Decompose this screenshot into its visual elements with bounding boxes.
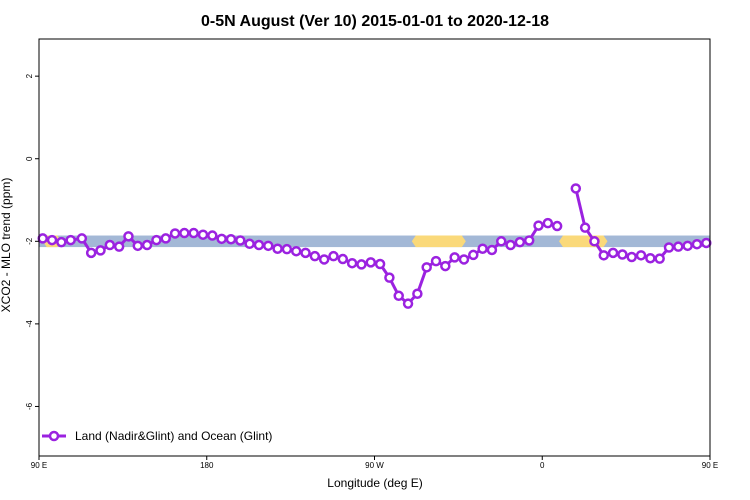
x-axis-ticks: 90 E 180 90 W 0 90 E: [31, 456, 718, 470]
x-axis-label: Longitude (deg E): [327, 476, 422, 490]
data-point: [225, 233, 237, 245]
land-band-segment: [559, 235, 608, 248]
legend: Land (Nadir&Glint) and Ocean (Glint): [42, 429, 272, 443]
data-point: [263, 240, 274, 252]
legend-marker-swatch: [48, 430, 60, 442]
data-point: [141, 239, 153, 251]
data-point: [663, 242, 675, 253]
y-axis-label: XCO2 - MLO trend (ppm): [0, 178, 13, 313]
chart-title: 0-5N August (Ver 10) 2015-01-01 to 2020-…: [201, 13, 549, 30]
data-point: [300, 247, 311, 259]
data-point: [151, 234, 162, 246]
data-point: [505, 239, 516, 251]
data-point: [244, 238, 255, 250]
y-tick-label: -4: [25, 320, 34, 328]
data-point: [673, 241, 684, 252]
y-tick-label: 2: [25, 73, 34, 78]
data-point: [691, 238, 703, 250]
data-point: [514, 236, 526, 248]
data-point: [104, 239, 116, 251]
x-tick-label: 180: [200, 461, 214, 470]
data-point: [179, 227, 190, 239]
data-point: [318, 254, 330, 265]
data-point: [635, 250, 647, 261]
data-point: [393, 290, 404, 302]
y-tick-label: -2: [25, 237, 34, 245]
data-point: [430, 255, 442, 267]
data-point: [551, 220, 563, 232]
data-point: [132, 240, 144, 252]
x-tick-label: 90 E: [702, 461, 718, 470]
data-point: [46, 234, 58, 246]
data-point: [56, 236, 67, 248]
data-point: [523, 235, 535, 246]
data-point: [290, 245, 302, 257]
data-point: [654, 253, 665, 264]
data-point: [253, 239, 265, 251]
data-point: [197, 229, 209, 240]
y-tick-label: 0: [25, 156, 34, 161]
data-point: [468, 249, 479, 261]
data-point: [272, 243, 283, 254]
data-point: [365, 257, 377, 268]
data-point: [95, 245, 106, 256]
data-point: [412, 288, 423, 299]
data-point: [384, 272, 395, 283]
data-point: [486, 244, 498, 256]
data-point: [309, 250, 321, 262]
x-tick-label: 0: [540, 461, 545, 470]
data-point: [216, 233, 227, 245]
data-point: [188, 227, 199, 239]
data-point: [281, 243, 293, 255]
data-point: [589, 236, 600, 247]
data-point: [169, 228, 181, 239]
data-point: [449, 252, 460, 263]
data-series: [37, 183, 712, 309]
data-point: [85, 247, 97, 259]
data-point: [207, 230, 218, 241]
data-point: [346, 257, 358, 269]
data-point: [617, 249, 628, 260]
data-point: [123, 231, 134, 242]
data-point: [579, 222, 591, 233]
data-point: [701, 237, 712, 249]
data-point: [374, 258, 386, 270]
data-point: [160, 233, 171, 244]
land-band-segment: [411, 235, 466, 248]
data-point: [421, 262, 432, 273]
legend-label: Land (Nadir&Glint) and Ocean (Glint): [75, 429, 272, 443]
data-point: [356, 259, 367, 270]
data-point: [645, 252, 656, 264]
y-axis-ticks: 2 0 -2 -4 -6: [25, 73, 39, 410]
series-line: [42, 221, 558, 306]
y-tick-label: -6: [25, 402, 34, 410]
data-point: [477, 243, 488, 254]
data-point: [235, 235, 246, 246]
data-point: [440, 260, 451, 272]
data-point: [626, 251, 637, 263]
data-point: [682, 240, 693, 252]
data-point: [542, 217, 554, 229]
data-point: [76, 233, 88, 244]
data-point: [402, 298, 414, 309]
data-point: [113, 241, 125, 252]
x-tick-label: 90 W: [365, 461, 384, 470]
data-point: [65, 234, 76, 246]
data-point: [328, 250, 339, 262]
x-tick-label: 90 E: [31, 461, 47, 470]
data-point: [337, 253, 349, 265]
data-point: [37, 233, 48, 244]
ocean-band: [39, 235, 710, 248]
data-point: [533, 220, 544, 231]
data-point: [598, 250, 610, 261]
data-point: [495, 236, 507, 247]
data-point: [458, 254, 470, 265]
data-point: [570, 183, 582, 194]
data-point: [607, 247, 619, 259]
